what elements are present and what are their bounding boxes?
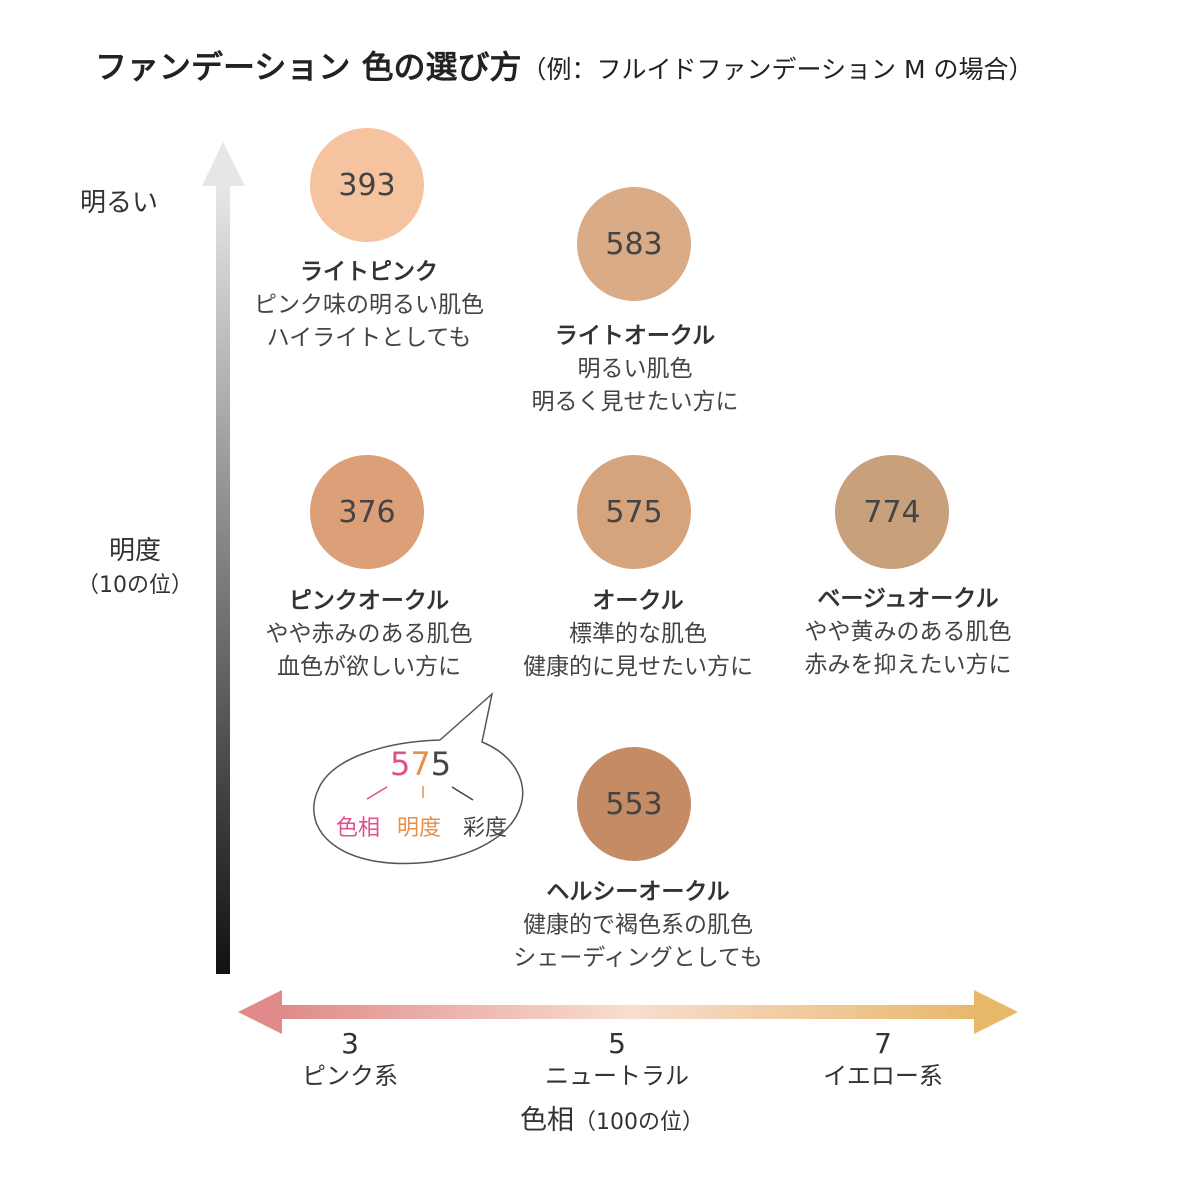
shade-name: ライトピンク [300,259,438,285]
y-axis-title: 明度 [108,536,161,566]
tick-value: 7 [874,1027,892,1060]
title-sub: （例：フルイドファンデーション M の場合） [521,55,1034,84]
shade-desc: シェーディングとしても [513,945,763,971]
chroma-digit: 5 [430,745,452,783]
shade-swatch-575: 575 [577,455,691,569]
x-tick-5: 5 ニュートラル [517,1028,717,1092]
speech-bubble [313,691,524,865]
shade-desc: やや黄みのある肌色 [804,619,1012,645]
shade-code: 774 [863,494,921,530]
y-axis-sub: （10の位） [77,573,193,598]
hue-digit: 5 [390,745,411,783]
shade-desc: 赤みを抑えたい方に [804,652,1012,678]
shade-code: 393 [338,167,396,203]
hue-label: 色相 [336,816,381,841]
shade-code: 583 [605,226,663,262]
y-axis-label: 明度 （10の位） [70,530,200,599]
x-tick-7: 7 イエロー系 [783,1028,983,1092]
tick-name: イエロー系 [823,1062,943,1090]
shade-name: ライトオークル [554,323,716,349]
shade-label-553: ヘルシーオークル 健康的で褐色系の肌色 シェーディングとしても [488,876,788,975]
shade-code: 553 [605,786,663,822]
shade-code: 575 [605,494,663,530]
shade-label-376: ピンクオークル やや赤みのある肌色 血色が欲しい方に [219,585,519,684]
shade-swatch-376: 376 [310,455,424,569]
shade-desc: 健康的で褐色系の肌色 [523,912,753,938]
shade-desc: 健康的に見せたい方に [523,654,753,680]
x-axis-sub: （100の位） [574,1110,704,1135]
shade-name: ベージュオークル [817,586,999,612]
shade-code: 376 [338,494,396,530]
shade-desc: 標準的な肌色 [569,621,707,647]
horizontal-axis-arrow [238,990,1018,1034]
lightness-label: 明度 [397,816,442,841]
shade-swatch-583: 583 [577,187,691,301]
shade-desc: 明るい肌色 [577,356,693,382]
title-main: ファンデーション 色の選び方 [95,48,522,86]
shade-label-774: ベージュオークル やや黄みのある肌色 赤みを抑えたい方に [758,583,1058,682]
shade-swatch-774: 774 [835,455,949,569]
shade-desc: ピンク味の明るい肌色 [254,292,484,318]
tick-name: ニュートラル [545,1062,689,1090]
shade-name: オークル [592,588,684,614]
chroma-label: 彩度 [463,816,508,841]
shade-desc: ハイライトとしても [266,325,472,351]
tick-name: ピンク系 [302,1062,398,1090]
shade-swatch-393: 393 [310,128,424,242]
bubble-code: 575 [390,745,451,783]
x-axis-label: 色相（100の位） [520,1098,704,1137]
y-axis-top-label: 明るい [80,188,159,218]
shade-desc: やや赤みのある肌色 [265,621,473,647]
shade-label-583: ライトオークル 明るい肌色明るく見せたい方に [485,320,785,419]
shade-name: ヘルシーオークル [546,879,730,905]
shade-label-575: オークル標準的な肌色健康的に見せたい方に [488,585,788,684]
tick-value: 5 [608,1027,626,1060]
shade-name: ピンクオークル [288,588,450,614]
lightness-digit: 7 [410,745,431,783]
x-tick-3: 3 ピンク系 [250,1028,450,1092]
tick-value: 3 [341,1027,359,1060]
shade-label-393: ライトピンクピンク味の明るい肌色 ハイライトとしても [219,256,519,355]
vertical-axis-arrow [202,142,245,974]
shade-swatch-553: 553 [577,747,691,861]
x-axis-title: 色相 [520,1105,574,1136]
shade-desc: 明るく見せたい方に [531,389,739,415]
shade-desc: 血色が欲しい方に [277,654,461,680]
page-title: ファンデーション 色の選び方（例：フルイドファンデーション M の場合） [95,42,1033,88]
